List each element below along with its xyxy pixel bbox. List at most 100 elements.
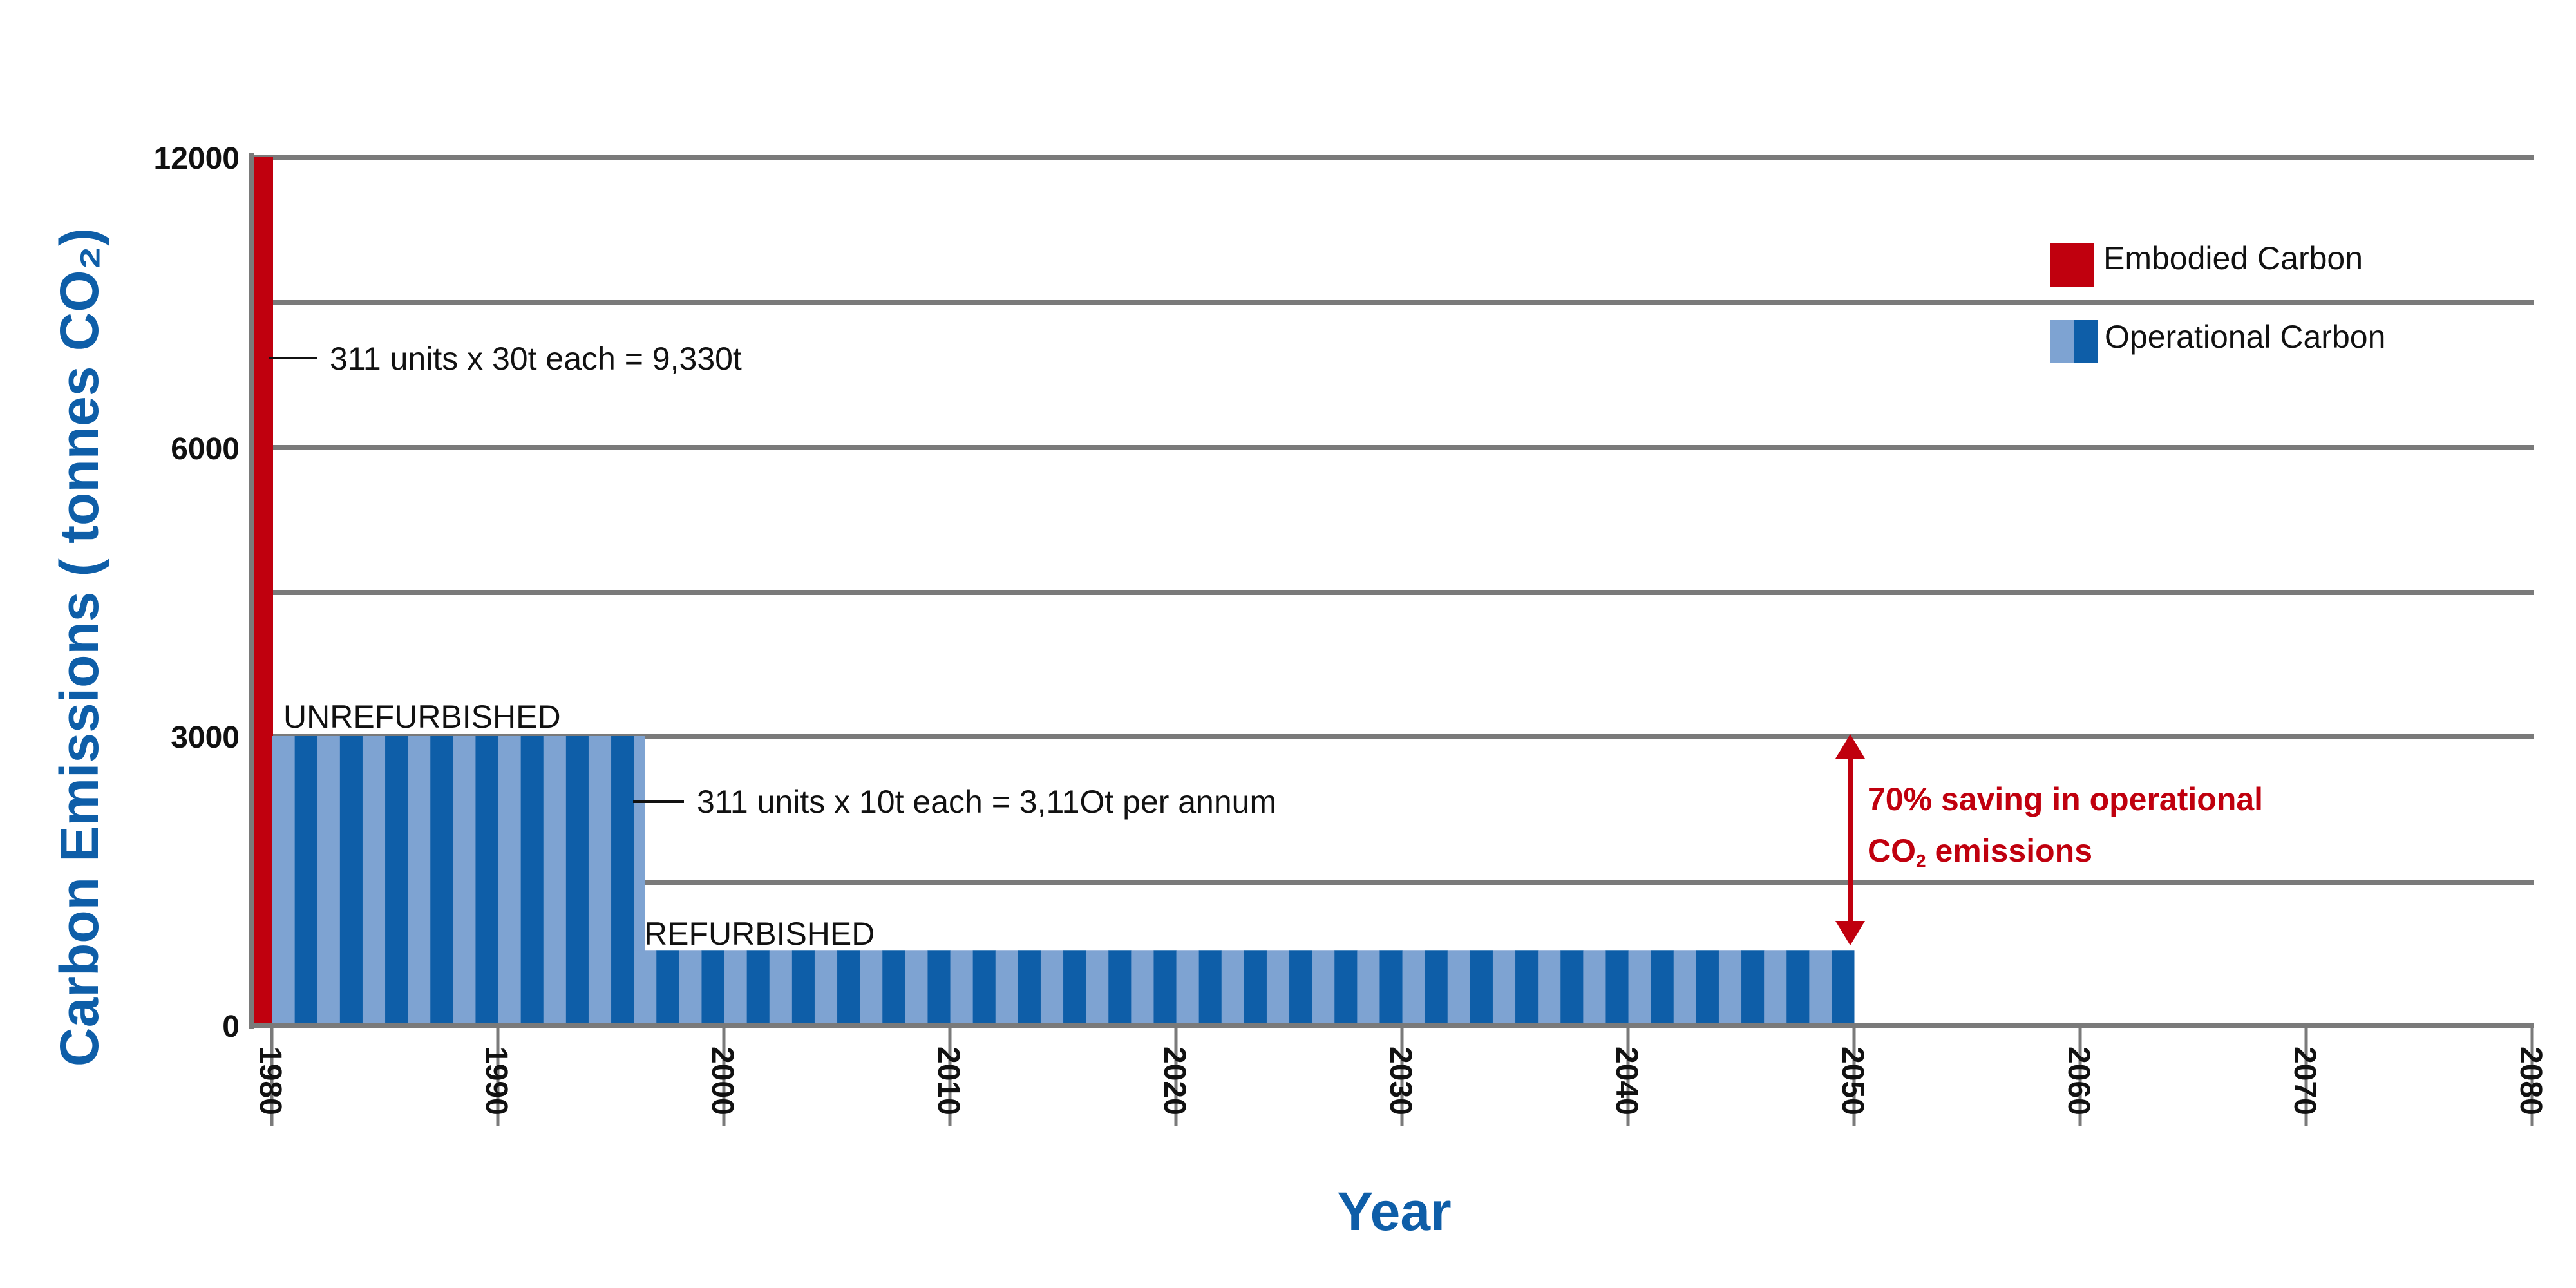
- x-axis-title: Year: [1337, 1181, 1452, 1242]
- operational-bar-refurbished: [1741, 950, 1765, 1025]
- operational-bar-unrefurbished: [408, 736, 431, 1025]
- legend-swatch-embodied: [2050, 243, 2094, 287]
- operational-bar-refurbished: [746, 950, 770, 1025]
- operational-bar-refurbished: [837, 950, 860, 1025]
- operational-bar-refurbished: [972, 950, 996, 1025]
- operational-bar-unrefurbished: [588, 736, 612, 1025]
- operational-bar-refurbished: [1018, 950, 1041, 1025]
- operational-bar-refurbished: [1176, 950, 1200, 1025]
- x-tick-label: 1980: [253, 1046, 287, 1115]
- x-tick-label: 2030: [1383, 1046, 1417, 1115]
- operational-bar-refurbished: [634, 950, 657, 1025]
- operational-bar-refurbished: [1425, 950, 1448, 1025]
- operational-bar-refurbished: [1131, 950, 1154, 1025]
- y-tick-label: 3000: [171, 721, 240, 755]
- operational-bar-refurbished: [724, 950, 748, 1025]
- operational-bar-refurbished: [1605, 950, 1629, 1025]
- axes: 0 3000 6000 12000 1980 1990 2000 2010 2020 2030 20…: [154, 142, 2548, 1126]
- operational-bar-refurbished: [1696, 950, 1719, 1025]
- operational-bar-refurbished: [1515, 950, 1539, 1025]
- operational-note: 311 units x 10t each = 3,11Ot per annum: [697, 784, 1276, 820]
- refurbished-label: REFURBISHED: [644, 916, 875, 952]
- x-tick-label: 2050: [1835, 1046, 1870, 1115]
- operational-bar-refurbished: [679, 950, 702, 1025]
- operational-bar-unrefurbished: [294, 736, 318, 1025]
- x-tick-label: 2080: [2514, 1046, 2548, 1115]
- operational-bar-refurbished: [1786, 950, 1810, 1025]
- operational-bar-refurbished: [995, 950, 1019, 1025]
- operational-bar-refurbished: [656, 950, 679, 1025]
- operational-bar-refurbished: [1379, 950, 1403, 1025]
- operational-bar-refurbished: [1244, 950, 1267, 1025]
- y-tick-label: 12000: [154, 142, 240, 176]
- operational-bar-unrefurbished: [453, 736, 476, 1025]
- legend-swatch-operational-light: [2050, 320, 2074, 363]
- operational-bar-refurbished: [1628, 950, 1652, 1025]
- saving-note-line1: 70% saving in operational: [1868, 781, 2263, 817]
- operational-bar-refurbished: [769, 950, 793, 1025]
- saving-note-suffix: emissions: [1926, 833, 2092, 869]
- operational-bar-refurbished: [1470, 950, 1493, 1025]
- operational-bar-refurbished: [882, 950, 905, 1025]
- operational-bar-unrefurbished: [611, 736, 634, 1025]
- operational-bar-refurbished: [905, 950, 928, 1025]
- operational-bar-refurbished: [927, 950, 951, 1025]
- operational-bar-refurbished: [1809, 950, 1832, 1025]
- operational-bar-unrefurbished: [362, 736, 386, 1025]
- operational-bar-refurbished: [1334, 950, 1358, 1025]
- operational-bar-refurbished: [1583, 950, 1606, 1025]
- x-tick-label: 1990: [479, 1046, 513, 1115]
- bars: [250, 157, 1855, 1025]
- operational-bar-unrefurbished: [498, 736, 522, 1025]
- operational-bar-refurbished: [1402, 950, 1426, 1025]
- saving-arrow: [1835, 734, 1865, 945]
- operational-bar-refurbished: [1198, 950, 1222, 1025]
- operational-bar-unrefurbished: [385, 736, 408, 1025]
- operational-bar-refurbished: [950, 950, 974, 1025]
- legend-swatch-operational-dark: [2074, 320, 2098, 363]
- operational-bar-unrefurbished: [520, 736, 544, 1025]
- operational-bar-refurbished: [1832, 950, 1855, 1025]
- x-tick-label: 2040: [1609, 1046, 1643, 1115]
- operational-bar-refurbished: [1063, 950, 1086, 1025]
- x-tick-label: 2070: [2287, 1046, 2322, 1115]
- operational-bar-refurbished: [814, 950, 838, 1025]
- operational-bar-refurbished: [701, 950, 725, 1025]
- operational-bar-refurbished: [1312, 950, 1335, 1025]
- operational-bar-refurbished: [1538, 950, 1561, 1025]
- operational-bar-unrefurbished: [272, 736, 296, 1025]
- operational-bar-refurbished: [860, 950, 883, 1025]
- operational-bar-unrefurbished: [565, 736, 589, 1025]
- saving-note-sub: 2: [1916, 851, 1926, 871]
- operational-bar-refurbished: [1651, 950, 1674, 1025]
- operational-bar-refurbished: [1492, 950, 1516, 1025]
- x-tick-label: 2060: [2061, 1046, 2096, 1115]
- operational-bar-unrefurbished: [475, 736, 499, 1025]
- operational-bar-refurbished: [1289, 950, 1312, 1025]
- saving-note-co: CO: [1868, 833, 1916, 869]
- embodied-note: 311 units x 30t each = 9,330t: [330, 341, 742, 377]
- operational-bar-unrefurbished: [339, 736, 363, 1025]
- operational-bar-unrefurbished: [543, 736, 567, 1025]
- operational-bar-unrefurbished: [430, 736, 453, 1025]
- operational-bar-refurbished: [1447, 950, 1471, 1025]
- y-axis-title: Carbon Emissions ( tonnes CO₂): [49, 228, 109, 1066]
- operational-bar-unrefurbished: [317, 736, 341, 1025]
- operational-bar-refurbished: [1221, 950, 1245, 1025]
- legend-label-operational: Operational Carbon: [2105, 319, 2385, 355]
- unrefurbished-label: UNREFURBISHED: [283, 699, 561, 735]
- operational-bar-refurbished: [1108, 950, 1132, 1025]
- operational-bar-refurbished: [1040, 950, 1064, 1025]
- operational-bar-refurbished: [791, 950, 815, 1025]
- saving-note-line2: CO2 emissions: [1868, 833, 2092, 871]
- y-tick-label: 6000: [171, 432, 240, 466]
- operational-bar-refurbished: [1357, 950, 1380, 1025]
- x-tick-label: 2000: [705, 1046, 739, 1115]
- x-tick-label: 2020: [1157, 1046, 1191, 1115]
- operational-bar-refurbished: [1560, 950, 1584, 1025]
- operational-bar-refurbished: [1764, 950, 1787, 1025]
- legend: Embodied Carbon Operational Carbon: [2050, 240, 2385, 363]
- x-tick-label: 2010: [931, 1046, 965, 1115]
- operational-bar-refurbished: [1153, 950, 1177, 1025]
